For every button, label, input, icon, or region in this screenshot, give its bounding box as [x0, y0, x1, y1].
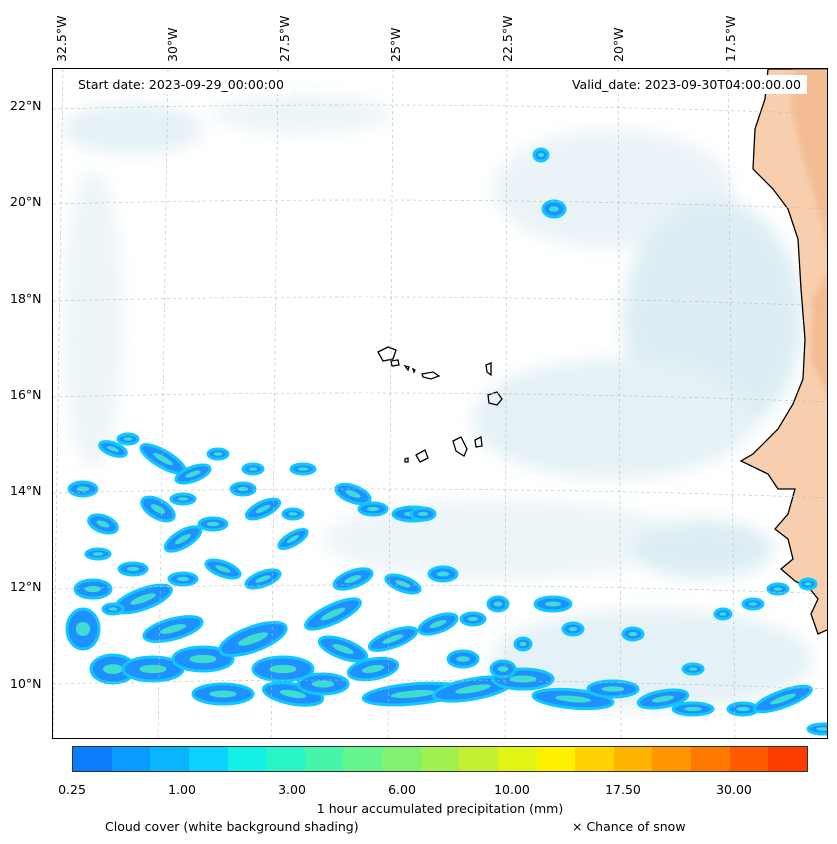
- latitude-label: 10°N: [10, 676, 42, 691]
- longitude-label: 25°W: [388, 27, 403, 62]
- colorbar-swatch: [73, 747, 112, 771]
- longitude-label: 17.5°W: [723, 15, 738, 62]
- colorbar-tick-label: 10.00: [494, 782, 530, 797]
- land-africa: [739, 69, 827, 635]
- colorbar-swatch: [729, 747, 769, 771]
- colorbar-swatch: [188, 747, 228, 771]
- colorbar-tick-label: 30.00: [716, 782, 752, 797]
- colorbar-swatch: [304, 747, 344, 771]
- colorbar-swatch: [691, 747, 730, 771]
- colorbar-swatch: [382, 747, 421, 771]
- latitude-label: 22°N: [10, 98, 42, 113]
- colorbar-tick-label: 6.00: [388, 782, 416, 797]
- longitude-label: 20°W: [611, 27, 626, 62]
- valid-date-label: Valid_date: 2023-09-30T04:00:00.00: [565, 75, 807, 94]
- longitude-label: 30°W: [165, 27, 180, 62]
- cape-verde-islands: [377, 346, 503, 463]
- colorbar-swatch: [613, 747, 653, 771]
- colorbar-swatch: [420, 747, 460, 771]
- colorbar-swatch: [575, 747, 614, 771]
- map-canvas: [53, 69, 827, 738]
- cloud-cover-shading: [63, 94, 813, 709]
- colorbar-tick-label: 3.00: [278, 782, 306, 797]
- colorbar-tick-label: 1.00: [168, 782, 196, 797]
- start-date-label: Start date: 2023-09-29_00:00:00: [72, 75, 290, 94]
- colorbar-tick-label: 0.25: [58, 782, 86, 797]
- colorbar-swatch: [111, 747, 151, 771]
- latitude-label: 16°N: [10, 387, 42, 402]
- colorbar-swatch: [459, 747, 498, 771]
- colorbar-swatch: [150, 747, 189, 771]
- longitude-label: 22.5°W: [500, 15, 515, 62]
- colorbar-swatch: [343, 747, 382, 771]
- colorbar-swatch: [497, 747, 537, 771]
- latitude-label: 20°N: [10, 194, 42, 209]
- latitude-label: 18°N: [10, 291, 42, 306]
- longitude-label: 32.5°W: [54, 15, 69, 62]
- colorbar-swatch: [536, 747, 576, 771]
- colorbar-tick-label: 17.50: [605, 782, 641, 797]
- longitude-label: 27.5°W: [277, 15, 292, 62]
- colorbar-label: 1 hour accumulated precipitation (mm): [316, 801, 564, 816]
- latitude-label: 14°N: [10, 483, 42, 498]
- cloud-cover-note: Cloud cover (white background shading): [105, 819, 359, 834]
- colorbar-swatch: [652, 747, 691, 771]
- colorbar-swatch: [768, 747, 807, 771]
- map-panel: [52, 68, 828, 739]
- latitude-label: 12°N: [10, 579, 42, 594]
- colorbar-swatch: [227, 747, 267, 771]
- snow-note: × Chance of snow: [572, 819, 686, 834]
- gridlines: [53, 69, 827, 738]
- colorbar-swatch: [266, 747, 305, 771]
- precipitation-colorbar: [72, 746, 808, 772]
